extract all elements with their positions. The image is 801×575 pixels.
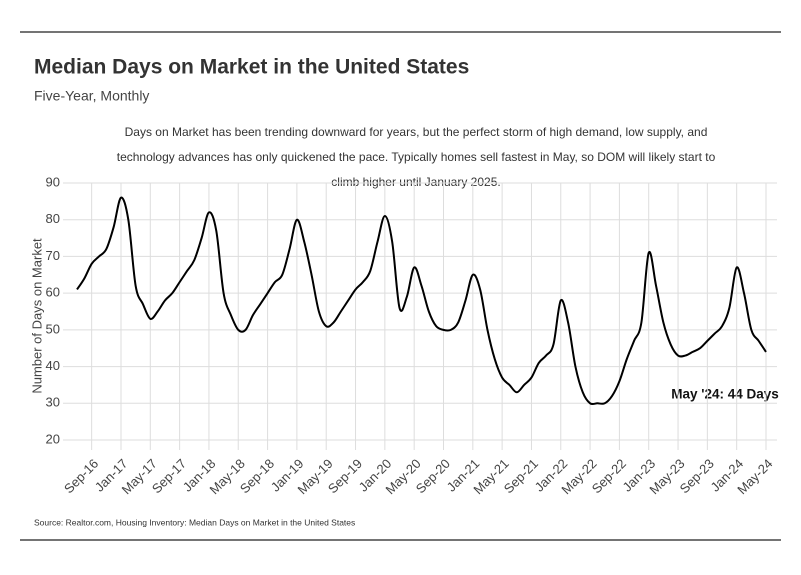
- y-axis-label: Number of Days on Market: [29, 238, 44, 394]
- source: Source: Realtor.com, Housing Inventory: …: [34, 517, 355, 527]
- description: Days on Market has been trending downwar…: [125, 125, 708, 139]
- y-tick-label: 60: [46, 285, 60, 300]
- annotation: May '24: 44 Days: [671, 387, 779, 402]
- y-tick-label: 90: [46, 174, 60, 189]
- y-tick-label: 80: [46, 211, 60, 226]
- y-tick-label: 20: [46, 431, 60, 446]
- chart-subtitle: Five-Year, Monthly: [34, 88, 149, 104]
- y-tick-label: 70: [46, 248, 60, 263]
- data-line: [76, 196, 767, 406]
- chart-title: Median Days on Market in the United Stat…: [34, 56, 469, 79]
- description: technology advances has only quickened t…: [117, 150, 716, 164]
- y-tick-label: 30: [46, 395, 60, 410]
- x-tick-label: Sep-16: [61, 456, 101, 496]
- y-tick-label: 50: [46, 321, 60, 336]
- description: climb higher until January 2025.: [331, 175, 500, 189]
- y-tick-label: 40: [46, 358, 60, 373]
